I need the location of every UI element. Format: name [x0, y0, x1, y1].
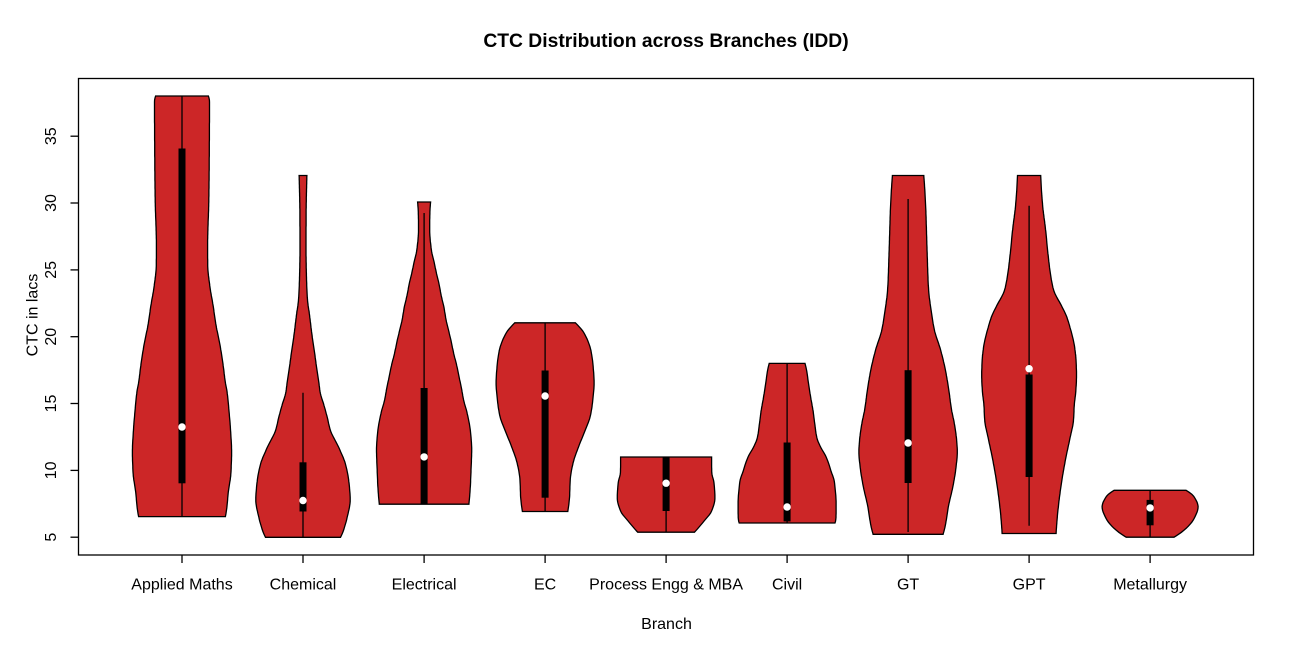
svg-text:GT: GT: [897, 577, 919, 594]
svg-text:15: 15: [43, 395, 60, 413]
svg-text:CTC in lacs: CTC in lacs: [25, 274, 42, 357]
svg-text:25: 25: [43, 261, 60, 279]
svg-text:EC: EC: [534, 577, 556, 594]
svg-text:Applied Maths: Applied Maths: [131, 577, 232, 594]
svg-text:CTC Distribution across Branch: CTC Distribution across Branches (IDD): [483, 31, 848, 52]
svg-text:10: 10: [43, 461, 60, 479]
svg-text:20: 20: [43, 328, 60, 346]
svg-text:Chemical: Chemical: [270, 577, 337, 594]
svg-text:Branch: Branch: [641, 616, 692, 633]
svg-text:30: 30: [43, 194, 60, 212]
svg-text:Metallurgy: Metallurgy: [1113, 577, 1187, 594]
svg-text:35: 35: [43, 127, 60, 145]
svg-text:Process Engg & MBA: Process Engg & MBA: [589, 577, 743, 594]
svg-text:5: 5: [43, 533, 60, 542]
svg-text:Electrical: Electrical: [392, 577, 457, 594]
svg-text:GPT: GPT: [1013, 577, 1046, 594]
svg-text:Civil: Civil: [772, 577, 802, 594]
